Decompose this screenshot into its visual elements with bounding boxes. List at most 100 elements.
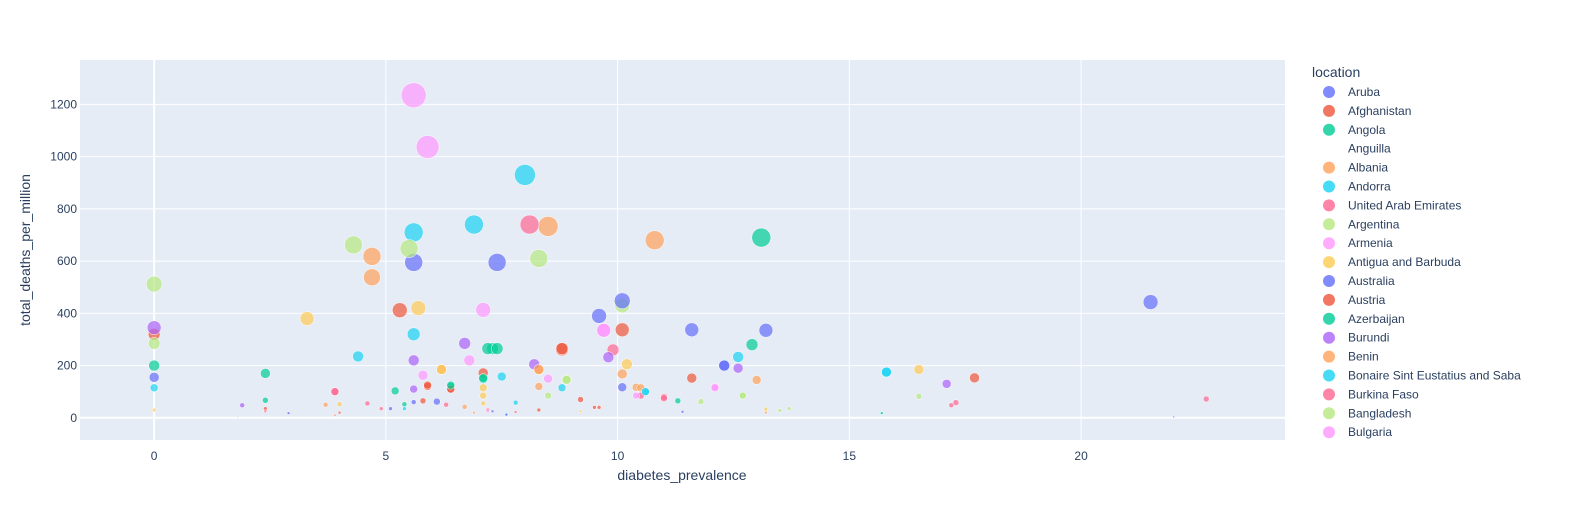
data-point[interactable] — [263, 409, 268, 414]
data-point[interactable] — [402, 406, 407, 411]
data-point[interactable] — [336, 401, 343, 407]
legend-item[interactable]: Andorra — [1323, 180, 1391, 194]
data-point[interactable] — [409, 384, 418, 394]
data-point[interactable] — [390, 386, 400, 396]
data-point[interactable] — [379, 406, 384, 411]
data-point[interactable] — [561, 375, 572, 385]
data-point[interactable] — [969, 372, 980, 384]
data-point[interactable] — [410, 399, 417, 405]
data-point[interactable] — [497, 371, 507, 382]
data-point[interactable] — [591, 308, 607, 324]
legend[interactable]: Aruba Afghanistan Angola Anguilla Albania And… — [1323, 85, 1521, 439]
legend-item[interactable]: Bangladesh — [1323, 406, 1411, 420]
data-point[interactable] — [446, 380, 456, 390]
data-point[interactable] — [948, 402, 955, 409]
data-point[interactable] — [644, 230, 665, 250]
legend-item[interactable]: Antigua and Barbuda — [1323, 255, 1461, 269]
data-point[interactable] — [333, 413, 337, 417]
data-point[interactable] — [602, 351, 615, 363]
legend-item[interactable]: Afghanistan — [1323, 104, 1411, 118]
data-point[interactable] — [239, 402, 245, 409]
data-point[interactable] — [941, 379, 952, 389]
data-point[interactable] — [145, 275, 163, 293]
data-point[interactable] — [596, 405, 602, 410]
data-point[interactable] — [363, 268, 381, 287]
data-point[interactable] — [660, 394, 668, 402]
legend-item[interactable]: Azerbaijan — [1323, 312, 1405, 326]
legend-item[interactable]: Argentina — [1323, 217, 1400, 231]
data-point[interactable] — [615, 322, 630, 338]
data-point[interactable] — [490, 342, 504, 355]
data-point[interactable] — [880, 411, 884, 415]
data-point[interactable] — [786, 406, 792, 411]
data-point[interactable] — [697, 398, 705, 405]
data-point[interactable] — [486, 409, 490, 414]
data-point[interactable] — [475, 302, 491, 318]
data-point[interactable] — [236, 415, 239, 419]
data-point[interactable] — [512, 399, 519, 406]
legend-item[interactable]: Angola — [1323, 123, 1386, 137]
data-point[interactable] — [592, 405, 597, 410]
legend-item[interactable]: Bonaire Sint Eustatius and Saba — [1323, 369, 1521, 383]
data-point[interactable] — [401, 401, 408, 407]
data-point[interactable] — [632, 391, 640, 400]
data-point[interactable] — [751, 227, 772, 248]
data-point[interactable] — [415, 135, 440, 159]
data-point[interactable] — [710, 383, 720, 393]
data-point[interactable] — [533, 364, 545, 375]
data-point[interactable] — [151, 407, 157, 413]
data-point[interactable] — [260, 368, 271, 379]
data-point[interactable] — [519, 214, 540, 235]
data-point[interactable] — [464, 214, 484, 235]
data-point[interactable] — [1142, 294, 1159, 310]
data-point[interactable] — [617, 368, 628, 380]
data-point[interactable] — [490, 409, 495, 414]
data-point[interactable] — [763, 406, 769, 412]
data-point[interactable] — [352, 350, 364, 363]
legend-item[interactable]: Australia — [1323, 274, 1395, 288]
legend-item[interactable]: Austria — [1323, 293, 1386, 307]
data-point[interactable] — [262, 397, 269, 404]
data-point[interactable] — [399, 239, 419, 258]
data-point[interactable] — [322, 401, 329, 408]
data-point[interactable] — [487, 253, 507, 272]
data-point[interactable] — [149, 383, 159, 393]
data-point[interactable] — [403, 222, 424, 243]
data-point[interactable] — [330, 387, 340, 396]
data-point[interactable] — [758, 323, 774, 338]
data-point[interactable] — [417, 369, 429, 381]
data-point[interactable] — [337, 410, 342, 415]
data-point[interactable] — [472, 410, 476, 415]
data-point[interactable] — [529, 249, 549, 268]
data-point[interactable] — [596, 323, 611, 338]
data-point[interactable] — [614, 292, 631, 310]
data-point[interactable] — [680, 410, 685, 414]
data-point[interactable] — [777, 408, 783, 413]
data-point[interactable] — [621, 358, 633, 371]
data-point[interactable] — [147, 337, 161, 350]
data-point[interactable] — [406, 327, 421, 341]
data-point[interactable] — [458, 337, 471, 350]
data-point[interactable] — [913, 364, 925, 375]
legend-item[interactable]: Burkina Faso — [1323, 387, 1419, 401]
data-point[interactable] — [364, 400, 371, 407]
data-point[interactable] — [410, 300, 427, 316]
data-point[interactable] — [745, 338, 759, 351]
data-point[interactable] — [478, 373, 488, 383]
legend-item[interactable]: Armenia — [1323, 236, 1393, 250]
legend-item[interactable]: Aruba — [1323, 85, 1380, 99]
data-point[interactable] — [148, 359, 160, 372]
data-point[interactable] — [514, 164, 536, 186]
data-point[interactable] — [148, 372, 160, 383]
data-point[interactable] — [423, 380, 432, 390]
data-point[interactable] — [739, 391, 747, 400]
data-point[interactable] — [479, 391, 487, 400]
data-point[interactable] — [686, 372, 698, 384]
data-point[interactable] — [392, 302, 408, 318]
data-point[interactable] — [881, 366, 892, 378]
data-point[interactable] — [536, 407, 542, 413]
data-point[interactable] — [461, 404, 468, 410]
data-point[interactable] — [436, 364, 447, 375]
data-point[interactable] — [286, 411, 291, 415]
data-point[interactable] — [419, 397, 427, 405]
